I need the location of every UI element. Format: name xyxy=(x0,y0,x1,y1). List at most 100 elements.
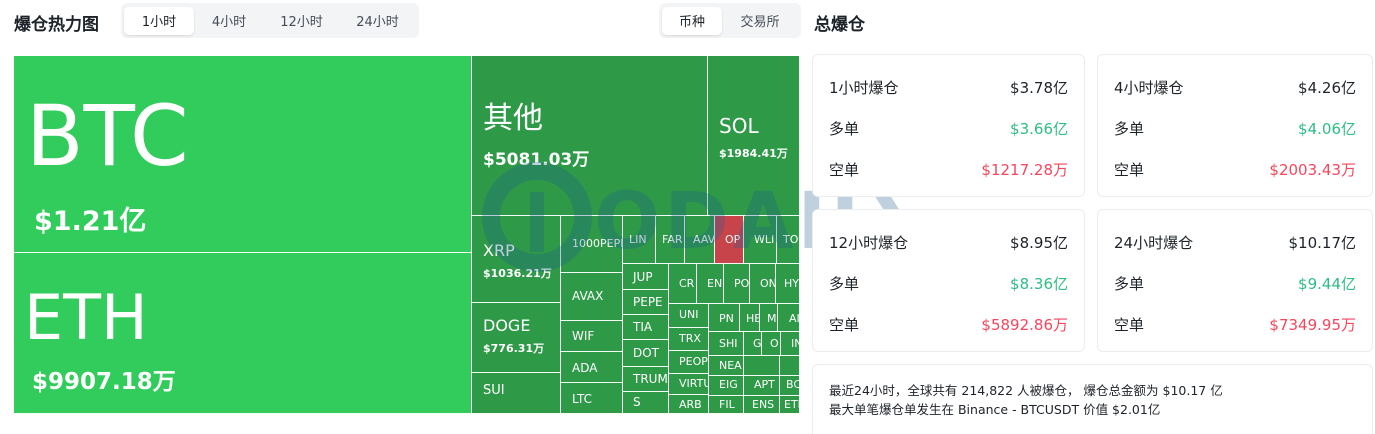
summary-line-1: 最近24小时，全球共有 214,822 人被爆仓， 爆仓总金额为 $10.17 … xyxy=(829,383,1223,398)
treemap-tile-trx[interactable]: TRX xyxy=(669,328,709,351)
tile-symbol: DOT xyxy=(633,346,660,360)
long-value: $3.66亿 xyxy=(1010,120,1068,138)
treemap-tile-aav[interactable]: AAV xyxy=(685,216,715,264)
treemap-tile-lin[interactable]: LIN xyxy=(623,216,656,264)
treemap-tile-wif[interactable]: WIF xyxy=(561,321,623,352)
treemap-tile-cr[interactable]: CR xyxy=(669,264,697,304)
treemap-tile-pepe[interactable]: PEPE xyxy=(623,290,669,315)
short-value: $7349.95万 xyxy=(1269,316,1356,334)
tile-symbol: 其他 xyxy=(483,101,543,136)
short-value: $2003.43万 xyxy=(1269,161,1356,179)
tab-by-exchange[interactable]: 交易所 xyxy=(740,15,780,30)
tile-amount: $5081.03万 xyxy=(483,150,590,170)
long-label: 多单 xyxy=(1114,120,1145,138)
treemap-tile-pn[interactable]: PN xyxy=(709,304,740,332)
tile-symbol: ON xyxy=(760,277,776,290)
treemap-tile-dot[interactable]: DOT xyxy=(623,340,669,367)
treemap-tile-shi[interactable]: SHI xyxy=(709,332,744,356)
tile-symbol: NEA xyxy=(719,359,742,372)
short-value: $5892.86万 xyxy=(981,316,1068,334)
tile-symbol: HE xyxy=(746,312,760,325)
treemap-tile-to[interactable]: TO xyxy=(777,216,800,264)
tab-by-coin[interactable]: 币种 xyxy=(662,6,722,35)
summary-panel: 最近24小时，全球共有 214,822 人被爆仓， 爆仓总金额为 $10.17 … xyxy=(812,364,1373,434)
treemap-tile-virtu[interactable]: VIRTU xyxy=(669,374,709,395)
treemap-tile-arb[interactable]: ARB xyxy=(669,395,709,414)
card-total: $8.95亿 xyxy=(1010,234,1068,252)
tab-1h[interactable]: 1小时 xyxy=(124,6,194,35)
treemap-tile-s[interactable]: S xyxy=(623,392,669,414)
tile-symbol: DOGE xyxy=(483,316,531,335)
short-value: $1217.28万 xyxy=(981,161,1068,179)
treemap-tile-apt[interactable]: APT xyxy=(744,376,780,396)
treemap-tile-tia[interactable]: TIA xyxy=(623,315,669,340)
long-value: $9.44亿 xyxy=(1298,275,1356,293)
treemap-tile-op[interactable]: OP xyxy=(715,216,744,264)
tile-amount: $9907.18万 xyxy=(32,369,176,395)
tab-24h[interactable]: 24小时 xyxy=(356,15,399,30)
tile-amount: $1.21亿 xyxy=(34,206,147,237)
treemap-tile-g[interactable]: G xyxy=(744,332,762,356)
tile-symbol: CR xyxy=(679,277,695,290)
treemap-tile-o[interactable]: O xyxy=(762,332,781,356)
treemap-tile-m[interactable]: M xyxy=(760,304,778,332)
tile-symbol: HY xyxy=(784,277,799,290)
tile-symbol: AAV xyxy=(693,233,715,246)
treemap-tile-doge[interactable]: DOGE $776.31万 xyxy=(472,303,561,373)
tile-symbol: 1000PEPE xyxy=(572,237,623,250)
tile-symbol: WLI xyxy=(754,233,775,246)
treemap-tile-uni[interactable]: UNI xyxy=(669,304,709,328)
treemap-tile-ai[interactable]: AI xyxy=(778,304,800,332)
treemap-tile-ens[interactable]: ENS xyxy=(744,396,780,414)
treemap-tile-xrp[interactable]: XRP $1036.21万 xyxy=(472,216,561,303)
short-label: 空单 xyxy=(1114,316,1145,334)
treemap-tile-eig[interactable]: EIG xyxy=(709,376,744,396)
treemap-tile-ada[interactable]: ADA xyxy=(561,352,623,383)
treemap-tile-eth[interactable]: ETH xyxy=(780,396,800,414)
tile-symbol: AVAX xyxy=(572,289,604,303)
tile-symbol: VIRTU xyxy=(679,377,709,390)
tile-symbol: UNI xyxy=(679,308,699,321)
tab-12h[interactable]: 12小时 xyxy=(280,15,323,30)
treemap-tile-in[interactable]: IN xyxy=(781,332,800,356)
treemap-tile-eth[interactable]: ETH $9907.18万 xyxy=(14,253,472,414)
tab-4h[interactable]: 4小时 xyxy=(211,15,247,30)
card-title: 1小时爆仓 xyxy=(829,79,899,97)
tile-symbol: PO xyxy=(734,277,750,290)
treemap-tile-btc[interactable]: BTC $1.21亿 xyxy=(14,56,472,253)
treemap-tile-po[interactable]: PO xyxy=(724,264,750,304)
treemap-tile-sui[interactable]: SUI xyxy=(472,373,561,414)
card-total: $10.17亿 xyxy=(1288,234,1357,252)
treemap-tile-hy[interactable]: HY xyxy=(776,264,800,304)
treemap-tile-fil[interactable]: FIL xyxy=(709,396,744,414)
treemap-tile-en[interactable]: EN xyxy=(697,264,724,304)
tile-amount: $1036.21万 xyxy=(483,267,552,280)
treemap-tile-he[interactable]: HE xyxy=(740,304,760,332)
treemap-tile-sol[interactable]: SOL $1984.41万 xyxy=(708,56,800,216)
treemap-tile-jup[interactable]: JUP xyxy=(623,264,669,290)
treemap-tile-filler xyxy=(780,356,800,376)
tile-symbol: ETH xyxy=(784,398,799,411)
tile-symbol: M xyxy=(767,312,777,325)
long-label: 多单 xyxy=(1114,275,1145,293)
treemap-tile-wli[interactable]: WLI xyxy=(744,216,777,264)
tile-symbol: SHI xyxy=(719,337,738,350)
treemap-tile-bc[interactable]: BC xyxy=(780,376,800,396)
tile-symbol: TRUMI xyxy=(633,372,669,386)
tile-symbol: ARB xyxy=(679,398,702,411)
tile-symbol: BC xyxy=(786,378,800,391)
tile-symbol: TO xyxy=(783,233,799,246)
treemap-tile-on[interactable]: ON xyxy=(750,264,776,304)
treemap-tile-far[interactable]: FAR xyxy=(656,216,685,264)
treemap-tile-trumi[interactable]: TRUMI xyxy=(623,367,669,392)
tile-symbol: LIN xyxy=(629,233,647,246)
tile-symbol: TIA xyxy=(633,320,653,334)
treemap-tile-1000pepe[interactable]: 1000PEPE xyxy=(561,216,623,273)
treemap-tile-ltc[interactable]: LTC xyxy=(561,383,623,414)
tile-symbol: S xyxy=(633,395,641,409)
treemap-tile-avax[interactable]: AVAX xyxy=(561,273,623,321)
treemap-tile-nea[interactable]: NEA xyxy=(709,356,744,376)
treemap-tile-peop[interactable]: PEOP xyxy=(669,351,709,374)
treemap-tile-其他[interactable]: 其他 $5081.03万 xyxy=(472,56,708,216)
tile-symbol: SOL xyxy=(719,114,759,138)
